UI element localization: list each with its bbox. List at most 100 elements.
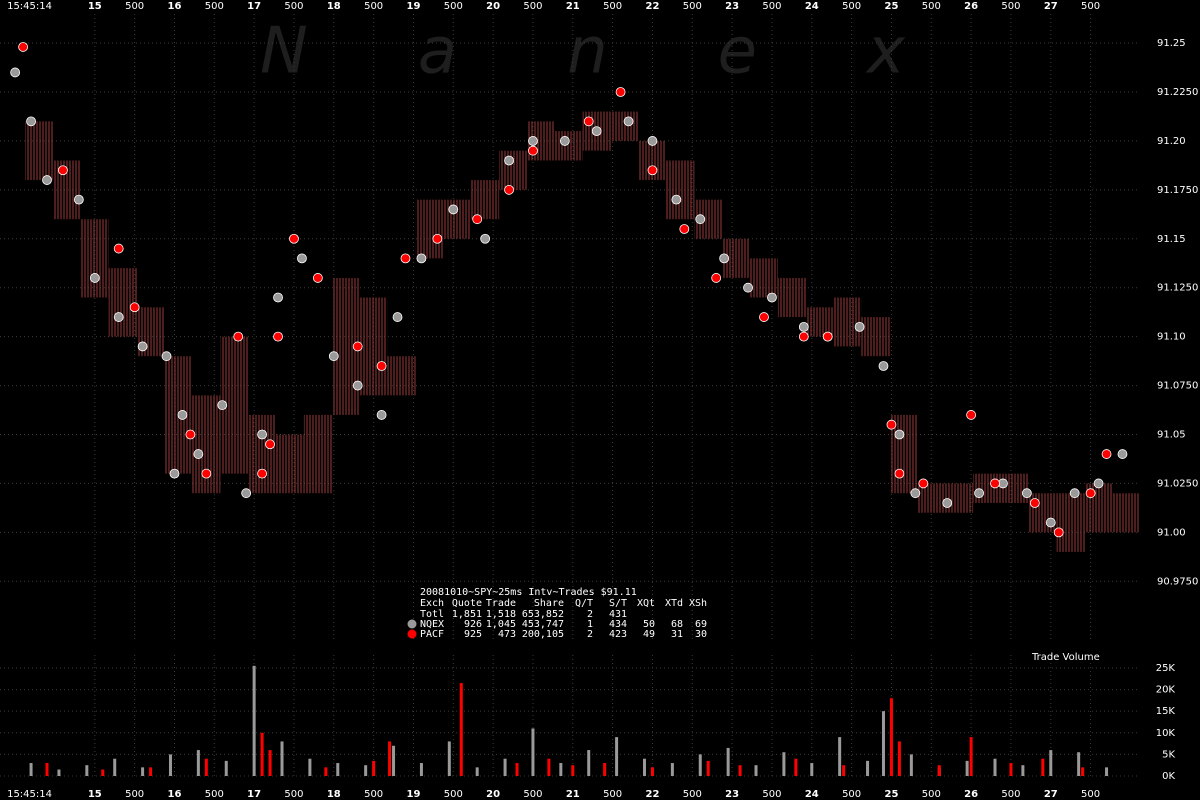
y-tick-label: 90.9750 — [1157, 576, 1198, 587]
quote-range — [1056, 493, 1085, 552]
table-header: XQt — [637, 598, 655, 609]
trade-point — [113, 312, 124, 322]
trade-point — [328, 351, 339, 362]
trade-point — [233, 331, 244, 342]
x-tick-label: 500 — [284, 1, 303, 12]
volume-bar — [650, 767, 654, 776]
trade-point — [695, 214, 706, 225]
trade-point — [679, 224, 690, 234]
volume-bar — [260, 732, 264, 776]
quote-range — [443, 199, 472, 239]
volume-bar — [447, 741, 451, 776]
x-tick-label: 18 — [327, 1, 341, 12]
volume-bar — [1105, 767, 1109, 776]
x-tick-label: 26 — [964, 1, 978, 12]
volume-bar — [475, 767, 479, 776]
trade-point — [201, 468, 212, 479]
trade-point — [504, 184, 514, 195]
trade-point — [1053, 527, 1064, 538]
trade-point — [854, 321, 865, 332]
x-tick-label: 22 — [645, 789, 659, 800]
volume-bar — [149, 767, 153, 776]
x-tick-label: 25 — [884, 1, 898, 12]
x-tick-label: 500 — [683, 789, 702, 800]
volume-bar — [1009, 763, 1013, 776]
x-tick-label: 16 — [168, 789, 182, 800]
quote-range — [471, 180, 500, 220]
quote-range — [108, 268, 137, 337]
x-tick-label: 500 — [364, 1, 383, 12]
volume-bar — [1077, 752, 1081, 776]
trade-point — [1085, 488, 1096, 499]
trade-point — [392, 312, 403, 322]
volume-bar — [324, 767, 328, 776]
trade-point — [193, 449, 204, 459]
trade-point — [719, 253, 730, 264]
y-tick-label: 5K — [1162, 749, 1175, 760]
trade-point — [990, 478, 1000, 489]
trade-point — [583, 116, 594, 127]
table-cell: 50 — [643, 619, 655, 630]
volume-bar — [392, 745, 396, 776]
volume-bar — [889, 698, 893, 776]
trade-point — [113, 243, 124, 254]
trade-point — [137, 341, 148, 352]
trade-point — [18, 42, 29, 52]
x-tick-label: 500 — [603, 789, 622, 800]
volume-bar — [224, 760, 228, 776]
volume-bar — [559, 763, 563, 776]
table-cell: 1 — [587, 619, 593, 630]
table-header: Trade — [486, 598, 516, 609]
trade-point — [623, 116, 634, 127]
x-tick-label: 27 — [1044, 1, 1058, 12]
volume-bar — [726, 747, 730, 776]
x-tick-label: 25 — [884, 789, 898, 800]
volume-bar — [113, 758, 117, 776]
volume-bar — [308, 758, 312, 776]
trade-point — [416, 253, 427, 264]
trade-point — [966, 410, 977, 420]
x-tick-label: 23 — [725, 789, 739, 800]
trade-point — [894, 468, 905, 479]
x-tick-label: 500 — [125, 1, 144, 12]
y-tick-label: 91.1750 — [1157, 185, 1198, 196]
trade-point — [73, 194, 84, 205]
quote-range — [777, 277, 806, 318]
table-cell: 925 — [464, 629, 482, 640]
trade-point — [1029, 498, 1040, 508]
trade-point — [352, 341, 363, 352]
trade-point — [1045, 517, 1056, 528]
x-tick-label: 500 — [205, 1, 224, 12]
trade-point — [822, 331, 833, 342]
x-tick-label: 500 — [922, 789, 941, 800]
trade-point — [743, 282, 753, 293]
table-cell: 1,045 — [486, 619, 516, 630]
start-time-label: 15:45:14 — [7, 789, 52, 800]
quote-range — [276, 434, 304, 494]
volume-bar — [252, 665, 256, 776]
quote-range — [25, 121, 53, 181]
x-tick-label: 500 — [762, 789, 781, 800]
x-tick-label: 500 — [364, 789, 383, 800]
table-cell: 30 — [695, 629, 707, 640]
volume-bar — [503, 758, 507, 776]
trade-point — [273, 292, 283, 303]
volume-bar — [1049, 750, 1053, 776]
x-tick-label: 21 — [566, 1, 580, 12]
volume-bar — [993, 758, 997, 776]
trade-point — [1101, 449, 1112, 459]
trade-point — [129, 302, 140, 313]
quote-range — [1000, 473, 1029, 503]
quote-range — [303, 414, 332, 494]
volume-bar — [268, 750, 272, 776]
volume-bar — [706, 760, 710, 776]
x-tick-label: 500 — [1081, 789, 1100, 800]
quote-range — [610, 111, 639, 141]
x-tick-label: 15 — [88, 1, 102, 12]
trade-point — [376, 361, 387, 371]
x-tick-label: 500 — [523, 789, 542, 800]
trade-point — [169, 468, 180, 479]
volume-bar — [57, 769, 61, 776]
legend-marker — [407, 629, 417, 639]
trade-point — [528, 145, 538, 156]
